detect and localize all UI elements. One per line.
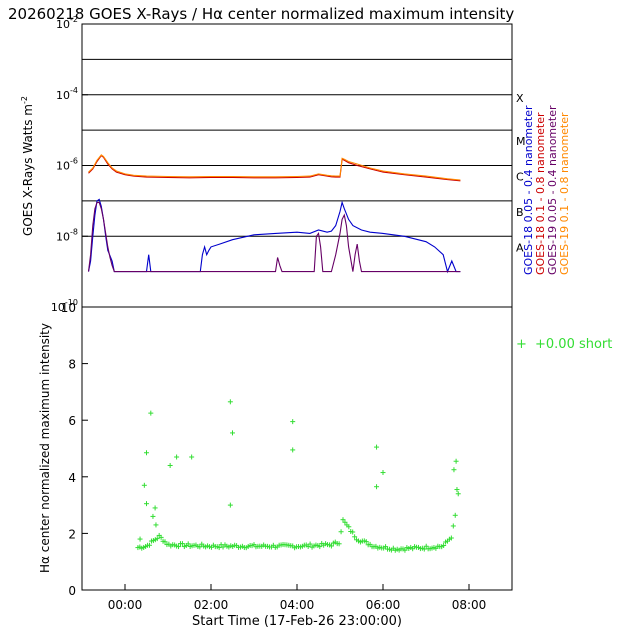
scatter-point [451, 467, 457, 473]
scatter-point [452, 512, 458, 518]
series-line-3 [87, 201, 461, 273]
scatter-point [402, 547, 408, 553]
flare-class-X: X [516, 92, 524, 105]
scatter-point [454, 487, 460, 493]
x-tick-label: 02:00 [194, 598, 229, 612]
scatter-point [137, 536, 143, 542]
scatter-point [152, 505, 158, 511]
scatter-point [150, 513, 156, 519]
scatter-point [374, 444, 380, 450]
bottom-x-tick-labels: 00:00 02:00 04:00 06:00 08:00 [108, 584, 487, 612]
x-tick-label: 08:00 [452, 598, 487, 612]
bottom-y-axis-label: Hα center normalized maximum intensity [38, 323, 52, 573]
bottom-y-tick-labels: 0 2 4 6 8 10 [61, 301, 88, 598]
scatter-point [167, 462, 173, 468]
scatter-point [450, 523, 456, 529]
scatter-point [147, 542, 153, 548]
flare-class-B: B [516, 206, 524, 219]
y-tick-label: 4 [68, 471, 76, 485]
legend-entry-0: GOES-18 0.05 - 0.4 nanometer [522, 105, 535, 275]
scatter-point [352, 534, 358, 540]
scatter-point [346, 524, 352, 530]
scatter-point [158, 534, 164, 540]
x-tick-label: 06:00 [366, 598, 401, 612]
scatter-point [141, 482, 147, 488]
scatter-point [154, 536, 160, 542]
scatter-point [336, 541, 342, 547]
chart-title: 20260218 GOES X-Rays / Hα center normali… [8, 5, 514, 23]
scatter-point [290, 447, 296, 453]
legend-entry-1: GOES-18 0.1 - 0.8 nanometer [534, 112, 547, 275]
series-line-1 [88, 154, 461, 181]
scatter-point [148, 410, 154, 416]
y-tick-label: 10-6 [56, 157, 78, 173]
scatter-point [144, 450, 149, 456]
scatter-point [153, 522, 159, 528]
series-line-0 [88, 154, 461, 182]
scatter-point [174, 454, 180, 460]
scatter-point [227, 399, 233, 405]
scatter-point [230, 430, 235, 436]
y-tick-label: 10-8 [56, 227, 78, 243]
flare-class-labels: X M C B A [516, 92, 526, 255]
top-y-tick-labels: 10-2 10-4 10-6 10-8 10-10 [51, 15, 88, 314]
flare-class-A: A [516, 241, 524, 254]
scatter-point [179, 541, 185, 547]
scatter-point [423, 543, 429, 549]
y-tick-label: 0 [68, 584, 76, 598]
top-legend: GOES-18 0.05 - 0.4 nanometer GOES-18 0.1 … [522, 105, 571, 275]
scatter-point [453, 458, 459, 464]
x-tick-label: 00:00 [108, 598, 143, 612]
legend-entry-3: GOES-19 0.1 - 0.8 nanometer [558, 112, 571, 275]
bottom-legend-marker: + [516, 337, 527, 352]
scatter-point [380, 470, 386, 476]
top-y-axis-label: GOES X-Rays Watts m-2 [20, 96, 35, 236]
scatter-point [342, 519, 348, 525]
scatter-point [307, 541, 313, 547]
scatter-point [338, 529, 344, 535]
scatter-point [162, 539, 168, 545]
scatter-point [144, 501, 149, 507]
scatter-point [340, 517, 346, 523]
scatter-point [363, 539, 369, 545]
scatter-point [374, 484, 380, 490]
y-tick-label: 8 [68, 358, 76, 372]
series-line-2 [87, 198, 461, 274]
bottom-x-axis-label: Start Time (17-Feb-26 23:00:00) [192, 614, 402, 629]
y-tick-label: 10-4 [56, 86, 78, 102]
y-tick-label: 10-10 [51, 298, 78, 314]
y-tick-label: 10-2 [56, 15, 78, 31]
bottom-series-group [135, 399, 461, 553]
scatter-point [227, 502, 233, 508]
scatter-point [317, 544, 323, 550]
scatter-point [185, 541, 191, 547]
scatter-point [328, 543, 334, 549]
y-tick-label: 6 [68, 414, 76, 428]
y-tick-label: 10 [61, 301, 76, 315]
scatter-point [350, 529, 356, 535]
scatter-point [448, 535, 454, 541]
scatter-point [290, 419, 296, 425]
y-tick-label: 2 [68, 527, 76, 541]
x-tick-label: 04:00 [280, 598, 315, 612]
scatter-point [189, 454, 195, 460]
legend-entry-2: GOES-19 0.05 - 0.4 nanometer [546, 105, 559, 275]
top-series-group [87, 154, 461, 274]
scatter-point [455, 491, 461, 497]
scatter-point [176, 544, 182, 550]
scatter-point [216, 545, 222, 551]
top-grid-lines [82, 58, 512, 237]
scatter-point [197, 544, 203, 550]
bottom-legend: + +0.00 short [516, 337, 612, 352]
bottom-legend-text: +0.00 short [535, 337, 612, 352]
scatter-point [441, 543, 447, 549]
flare-class-M: M [516, 135, 526, 148]
flare-class-C: C [516, 171, 524, 184]
